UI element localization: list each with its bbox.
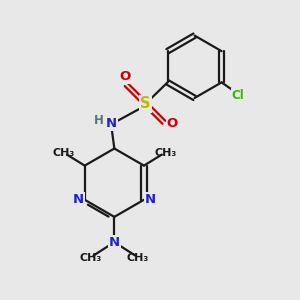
Text: N: N [106,117,117,130]
Text: O: O [167,117,178,130]
Text: N: N [73,193,84,206]
Text: N: N [109,236,120,249]
Text: CH₃: CH₃ [52,148,74,158]
Text: Cl: Cl [232,89,244,102]
Text: O: O [119,70,130,83]
Text: H: H [94,114,104,128]
Text: CH₃: CH₃ [154,148,176,158]
Text: S: S [140,96,151,111]
Text: CH₃: CH₃ [80,254,102,263]
Text: N: N [145,193,156,206]
Text: CH₃: CH₃ [127,254,149,263]
